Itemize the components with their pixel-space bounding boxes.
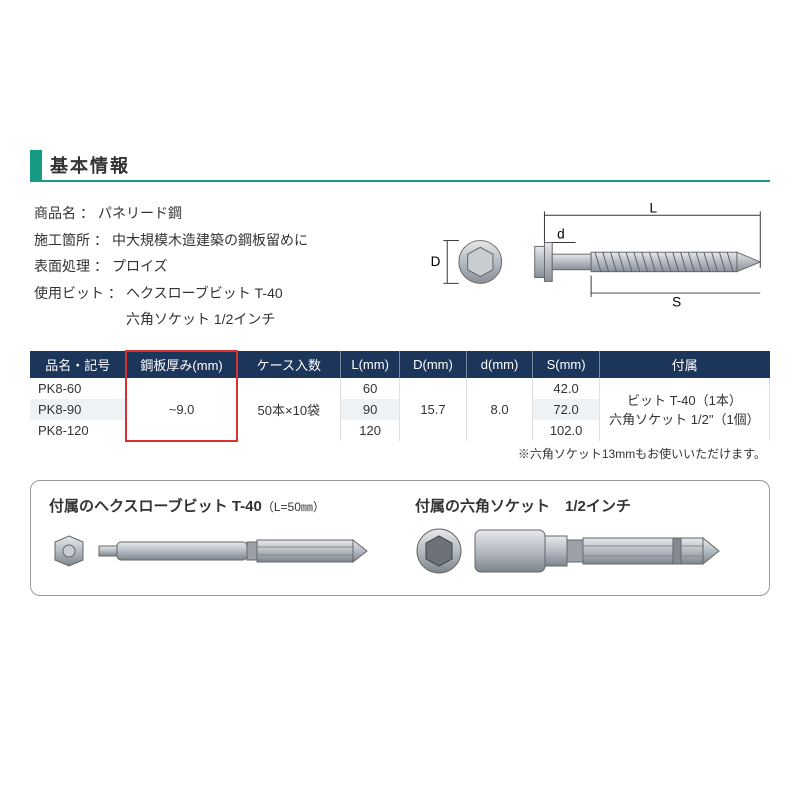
footnote: ※六角ソケット13mmもお使いいただけます。 bbox=[30, 445, 770, 462]
info-line: 施工箇所：中大規模木造建築の鋼板留めに bbox=[34, 227, 390, 254]
table-header: 付属 bbox=[599, 351, 769, 378]
info-value-sub: 六角ソケット 1/2インチ bbox=[34, 306, 390, 333]
label-d-small: d bbox=[557, 227, 565, 242]
table-header: L(mm) bbox=[341, 351, 400, 378]
table-header: 品名・記号 bbox=[30, 351, 126, 378]
heading-text: 基本情報 bbox=[30, 150, 140, 180]
accessory-bit: 付属のヘクスローブビット T-40（L=50㎜） bbox=[49, 495, 385, 585]
spec-table: 品名・記号鋼板厚み(mm)ケース入数L(mm)D(mm)d(mm)S(mm)付属… bbox=[30, 351, 770, 441]
label-D: D bbox=[431, 254, 441, 269]
info-value: 中大規模木造建築の鋼板留めに bbox=[112, 227, 308, 254]
info-line: 商品名：パネリード鋼 bbox=[34, 200, 390, 227]
table-row: PK8-60~9.050本×10袋6015.78.042.0ビット T-40（1… bbox=[30, 378, 770, 399]
accessory-socket-title: 付属の六角ソケット 1/2インチ bbox=[415, 498, 631, 515]
accessory-bit-title: 付属のヘクスローブビット T-40 bbox=[49, 498, 262, 515]
table-header: ケース入数 bbox=[237, 351, 341, 378]
info-value: パネリード鋼 bbox=[98, 200, 182, 227]
info-label: 施工箇所 bbox=[34, 227, 90, 254]
table-header: D(mm) bbox=[400, 351, 467, 378]
info-line: 表面処理：プロイズ bbox=[34, 253, 390, 280]
info-line: 使用ビット：ヘクスローブビット T-40 bbox=[34, 280, 390, 307]
bit-illustration bbox=[49, 522, 379, 580]
info-list: 商品名：パネリード鋼施工箇所：中大規模木造建築の鋼板留めに表面処理：プロイズ使用… bbox=[30, 200, 390, 333]
label-S: S bbox=[672, 295, 681, 310]
info-value: ヘクスローブビット T-40 bbox=[126, 280, 283, 307]
spec-table-wrap: 品名・記号鋼板厚み(mm)ケース入数L(mm)D(mm)d(mm)S(mm)付属… bbox=[30, 351, 770, 441]
table-header: d(mm) bbox=[466, 351, 533, 378]
info-label: 商品名 bbox=[34, 200, 76, 227]
accessory-socket: 付属の六角ソケット 1/2インチ bbox=[415, 495, 751, 585]
accessory-bit-sub: （L=50㎜） bbox=[262, 500, 325, 514]
table-header: S(mm) bbox=[533, 351, 600, 378]
label-L: L bbox=[650, 200, 658, 215]
info-label: 表面処理 bbox=[34, 253, 90, 280]
info-value: プロイズ bbox=[112, 253, 168, 280]
section-heading: 基本情報 bbox=[30, 150, 770, 182]
screw-diagram: L d D bbox=[420, 200, 770, 320]
info-label: 使用ビット bbox=[34, 280, 104, 307]
accessory-box: 付属のヘクスローブビット T-40（L=50㎜） bbox=[30, 480, 770, 596]
table-header: 鋼板厚み(mm) bbox=[126, 351, 237, 378]
socket-illustration bbox=[415, 522, 745, 580]
